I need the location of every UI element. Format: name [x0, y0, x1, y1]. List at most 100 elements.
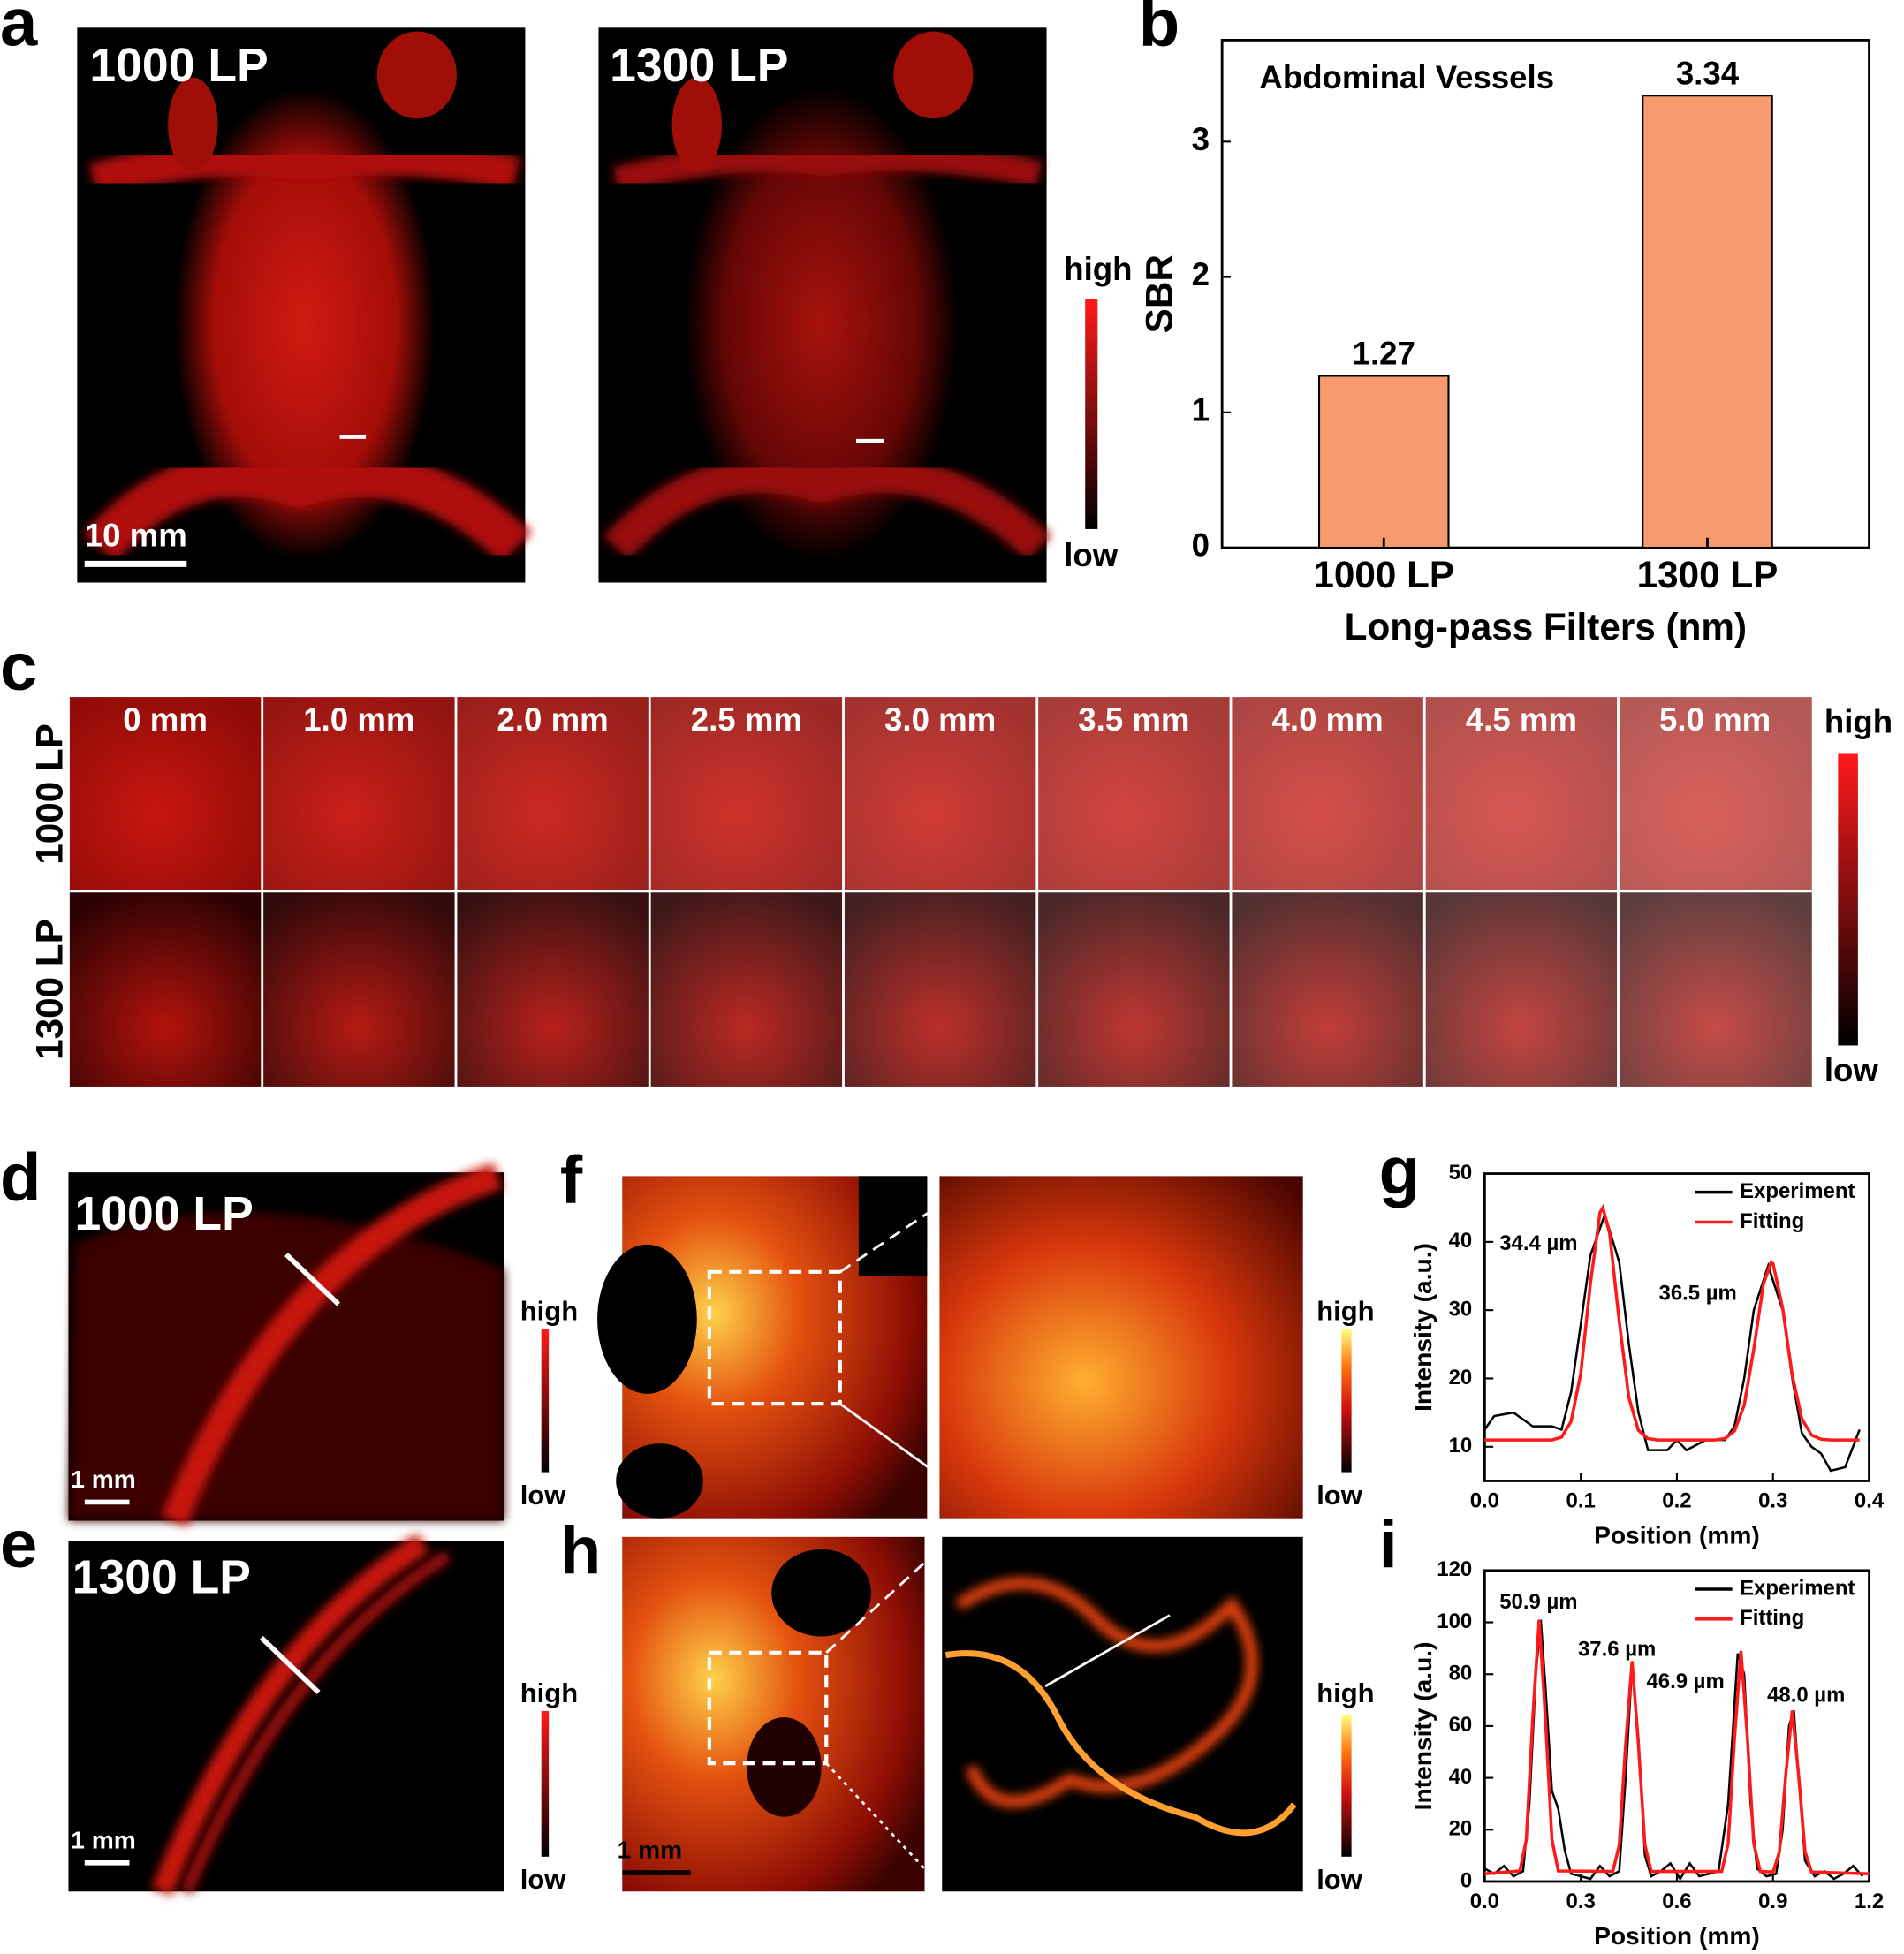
image-cell	[1231, 890, 1425, 1087]
scale-bar-label: 1 mm	[71, 1466, 136, 1493]
y-tick-label: 120	[1437, 1557, 1472, 1581]
bar	[1317, 375, 1450, 549]
panel-letter: e	[0, 1507, 37, 1582]
scale-bar-label: 10 mm	[85, 517, 187, 553]
y-axis-label: SBR	[1139, 254, 1180, 333]
x-tick-label: 0.4	[1855, 1489, 1885, 1513]
image-label: 1000 LP	[75, 1188, 254, 1240]
panel-letter: d	[0, 1140, 41, 1215]
y-tick-label: 100	[1437, 1609, 1472, 1633]
panel-letter: b	[1139, 0, 1180, 60]
colorbar	[541, 1329, 550, 1473]
annotation: 34.4 µm	[1499, 1231, 1577, 1255]
colorbar-label: high	[1064, 251, 1132, 287]
annotation: 46.9 µm	[1646, 1670, 1724, 1693]
image-cell	[843, 697, 1037, 891]
image-f	[597, 1176, 1303, 1519]
x-axis-label: Position (mm)	[1594, 1922, 1760, 1950]
x-tick-label: 0.9	[1758, 1890, 1787, 1913]
image-cell	[1036, 890, 1232, 1087]
image-cell	[1036, 697, 1232, 891]
image-cell	[1231, 697, 1425, 891]
bar	[1642, 95, 1773, 549]
column-label: 4.5 mm	[1466, 701, 1577, 738]
colorbar-label: high	[520, 1295, 578, 1326]
x-tick-label: 0.0	[1470, 1489, 1499, 1513]
y-tick-label: 20	[1449, 1366, 1473, 1390]
colorbar-label: high	[1824, 704, 1893, 740]
colorbar-label: high	[1316, 1678, 1374, 1708]
image-cell	[262, 697, 456, 891]
scale-bar-label: 1 mm	[622, 1469, 687, 1496]
column-label: 5.0 mm	[1659, 701, 1771, 738]
x-tick-label: 1.2	[1855, 1890, 1884, 1913]
image-label: 1300 LP	[72, 1551, 251, 1603]
image-cell	[1424, 697, 1619, 891]
colorbar-label: high	[1316, 1295, 1374, 1326]
annotation: 36.5 µm	[1659, 1281, 1737, 1305]
legend-label: Fitting	[1740, 1606, 1804, 1630]
y-tick-label: 2	[1192, 256, 1210, 292]
colorbar-label: low	[1316, 1864, 1363, 1895]
x-tick-label: 0.6	[1662, 1890, 1691, 1913]
image-cell	[649, 697, 844, 891]
panel-letter: c	[0, 630, 37, 705]
row-label: 1000 LP	[28, 723, 70, 865]
image-cell	[455, 697, 650, 891]
column-label: 2.5 mm	[691, 701, 802, 738]
colorbar	[541, 1711, 550, 1857]
y-axis-label: Intensity (a.u.)	[1409, 1641, 1437, 1810]
y-tick-label: 50	[1449, 1161, 1473, 1185]
image-cell	[68, 697, 262, 891]
colorbar	[1341, 1329, 1352, 1473]
y-tick-label: 80	[1449, 1662, 1473, 1685]
x-tick-label: 0.1	[1566, 1489, 1596, 1513]
y-axis-label: Intensity (a.u.)	[1409, 1243, 1437, 1412]
x-axis-label: Position (mm)	[1594, 1521, 1760, 1549]
y-tick-label: 40	[1449, 1765, 1473, 1789]
x-tick-label: 0.0	[1470, 1890, 1499, 1913]
column-label: 1.0 mm	[303, 701, 414, 738]
colorbar-label: high	[520, 1678, 578, 1708]
y-tick-label: 30	[1449, 1297, 1473, 1321]
image-label: 1300 LP	[610, 40, 788, 92]
image-1300lp	[598, 27, 1051, 583]
x-tick-label: 1000 LP	[1313, 554, 1454, 595]
annotation: 37.6 µm	[1578, 1637, 1656, 1661]
y-tick-label: 0	[1460, 1868, 1472, 1892]
data-label: 1.27	[1353, 336, 1415, 372]
legend-label: Experiment	[1740, 1576, 1855, 1600]
panel-letter: f	[560, 1142, 583, 1217]
series-line	[1484, 1619, 1870, 1876]
scale-bar-label: 1 mm	[618, 1837, 683, 1864]
image-1000lp	[77, 27, 532, 583]
y-tick-label: 1	[1192, 391, 1210, 428]
image-e	[68, 1534, 504, 1896]
colorbar-label: low	[1064, 537, 1119, 573]
series-line	[1484, 1203, 1860, 1442]
plot-frame	[1483, 1569, 1870, 1883]
panel-letter: a	[0, 0, 38, 60]
panel-letter: g	[1379, 1133, 1420, 1208]
colorbar-label: low	[520, 1480, 567, 1511]
y-tick-label: 60	[1449, 1713, 1473, 1737]
column-label: 2.0 mm	[497, 701, 609, 738]
colorbar-label: low	[1316, 1480, 1363, 1511]
y-tick-label: 10	[1449, 1434, 1473, 1458]
image-cell	[262, 890, 456, 1087]
colorbar	[1085, 299, 1098, 529]
data-label: 3.34	[1676, 55, 1740, 91]
y-tick-label: 20	[1449, 1817, 1473, 1841]
x-tick-label: 0.3	[1566, 1890, 1596, 1913]
column-label: 4.0 mm	[1272, 701, 1384, 738]
image-cell	[649, 890, 844, 1087]
image-cell	[68, 890, 262, 1087]
colorbar	[1341, 1715, 1352, 1857]
scale-bar-label: 1 mm	[71, 1826, 136, 1853]
column-label: 3.5 mm	[1078, 701, 1189, 738]
legend-label: Experiment	[1740, 1179, 1855, 1203]
colorbar-label: low	[1824, 1052, 1879, 1088]
x-axis-label: Long-pass Filters (nm)	[1345, 606, 1747, 648]
